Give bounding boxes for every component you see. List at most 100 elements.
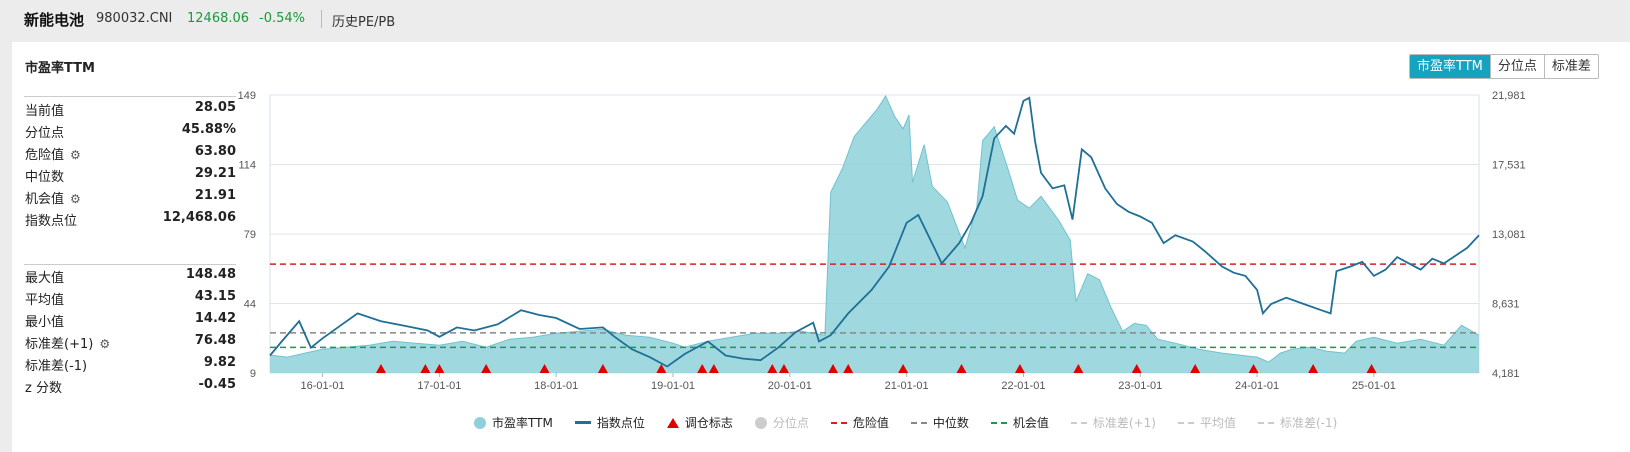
stat-row: 机会值 ⚙ 21.91 <box>24 185 236 207</box>
stat-value: 29.21 <box>194 166 236 181</box>
stat-value: 9.82 <box>203 355 236 370</box>
gear-icon[interactable]: ⚙ <box>70 148 81 162</box>
history-pe-pb-link[interactable]: 历史PE/PB <box>332 15 396 30</box>
y-left-tick-label: 114 <box>238 160 256 172</box>
stats-divider-bottom <box>24 264 236 265</box>
legend-item[interactable]: 机会值 <box>990 414 1049 431</box>
x-tick-label: 20-01-01 <box>768 380 812 392</box>
legend-dash-icon <box>990 421 1007 424</box>
stat-row: 危险值 ⚙ 63.80 <box>24 141 236 163</box>
legend-label: 平均值 <box>1199 416 1236 430</box>
rebalance-marker <box>767 364 778 373</box>
pe-ttm-chart[interactable]: 149 21,981 114 17,531 79 13,081 44 8,631 9 4,181 1… <box>12 42 1630 412</box>
stat-label: 最大值 <box>25 271 65 286</box>
stat-label: 平均值 <box>25 293 65 308</box>
stat-label: 中位数 <box>25 170 65 185</box>
rebalance-marker <box>1073 364 1084 373</box>
legend-line-icon <box>574 421 591 424</box>
y-right-tick-label: 13,081 <box>1492 229 1526 241</box>
legend-label: 机会值 <box>1012 416 1049 430</box>
legend-circle-icon <box>474 416 486 429</box>
y-right-tick-label: 4,181 <box>1492 368 1520 380</box>
rebalance-marker <box>708 364 719 373</box>
stat-value: 21.91 <box>194 188 236 203</box>
tab-pe-ttm[interactable]: 市盈率TTM <box>1410 55 1490 78</box>
legend-label: 市盈率TTM <box>492 416 553 430</box>
x-tick-label: 22-01-01 <box>1001 380 1045 392</box>
x-tick-label: 17-01-01 <box>417 380 461 392</box>
x-tick-label: 21-01-01 <box>885 380 929 392</box>
stat-label-text: 机会值 <box>25 192 65 207</box>
legend-dash-icon <box>1257 421 1274 424</box>
rebalance-marker <box>1014 364 1025 373</box>
legend-item[interactable]: 标准差(-1) <box>1257 414 1338 431</box>
x-tick-label: 18-01-01 <box>534 380 578 392</box>
stat-label: z 分数 <box>25 381 62 396</box>
x-tick-label: 24-01-01 <box>1235 380 1279 392</box>
rebalance-marker <box>898 364 909 373</box>
stat-row: 分位点 45.88% <box>24 119 236 141</box>
rebalance-marker <box>1366 364 1377 373</box>
legend-item[interactable]: 中位数 <box>910 414 969 431</box>
rebalance-marker <box>1308 364 1319 373</box>
stat-value: 148.48 <box>185 267 236 282</box>
legend-dash-icon <box>1070 421 1087 424</box>
stat-value: 12,468.06 <box>162 210 236 225</box>
index-change: -0.54% <box>259 11 305 26</box>
stat-value: 45.88% <box>181 122 236 137</box>
legend-item[interactable]: 调仓标志 <box>666 414 733 431</box>
stat-row: z 分数 -0.45 <box>24 374 236 396</box>
stat-label: 指数点位 <box>25 214 78 229</box>
legend-label: 标准差(+1) <box>1092 416 1156 430</box>
gear-icon[interactable]: ⚙ <box>70 192 81 206</box>
stat-value: 63.80 <box>194 144 236 159</box>
rebalance-marker <box>597 364 608 373</box>
tab-percentile[interactable]: 分位点 <box>1489 55 1544 78</box>
index-price: 12468.06 <box>187 11 250 26</box>
legend-label: 分位点 <box>772 416 809 430</box>
rebalance-marker <box>843 364 854 373</box>
rebalance-marker <box>434 364 445 373</box>
legend-item[interactable]: 危险值 <box>830 414 889 431</box>
legend-label: 标准差(-1) <box>1279 416 1338 430</box>
x-tick-label: 19-01-01 <box>651 380 695 392</box>
legend-item[interactable]: 指数点位 <box>574 414 645 431</box>
stat-label: 标准差(+1) ⚙ <box>25 333 110 352</box>
stat-value: 14.42 <box>194 311 236 326</box>
x-tick-label: 25-01-01 <box>1352 380 1396 392</box>
index-code: 980032.CNI <box>96 11 173 26</box>
legend-item[interactable]: 标准差(+1) <box>1070 414 1156 431</box>
stat-row: 标准差(+1) ⚙ 76.48 <box>24 330 236 352</box>
index-points-line <box>269 96 1480 368</box>
stat-label-text: 危险值 <box>25 148 65 163</box>
pe-ttm-area <box>270 96 1479 373</box>
legend-circle-icon <box>754 416 767 429</box>
stat-label: 危险值 ⚙ <box>25 144 81 163</box>
stat-row: 标准差(-1) 9.82 <box>24 352 236 374</box>
top-bar: 新能电池 980032.CNI 12468.06 -0.54% 历史PE/PB <box>0 0 1630 38</box>
stat-row: 指数点位 12,468.06 <box>24 207 236 229</box>
x-tick-label: 23-01-01 <box>1118 380 1162 392</box>
stats-history: 最大值 148.48 平均值 43.15 最小值 14.42 标准差(+1) ⚙ 76.4… <box>24 264 236 396</box>
stats-divider-top <box>24 96 236 97</box>
x-tick-label: 16-01-01 <box>301 380 345 392</box>
legend-item[interactable]: 市盈率TTM <box>474 414 553 431</box>
stat-label: 最小值 <box>25 315 65 330</box>
gear-icon[interactable]: ⚙ <box>99 337 111 351</box>
y-right-tick-label: 21,981 <box>1492 90 1526 102</box>
header-divider <box>321 10 322 28</box>
stat-label: 机会值 ⚙ <box>25 188 81 207</box>
rebalance-marker <box>1131 364 1142 373</box>
stat-label: 分位点 <box>25 126 65 141</box>
y-left-tick-label: 149 <box>238 90 256 102</box>
legend-item[interactable]: 平均值 <box>1177 414 1236 431</box>
stat-label: 标准差(-1) <box>25 359 88 374</box>
rebalance-marker <box>778 364 789 373</box>
metric-tabs: 市盈率TTM 分位点 标准差 <box>1409 54 1599 79</box>
y-left-tick-label: 44 <box>244 299 256 311</box>
chart-legend: 市盈率TTM 指数点位 调仓标志 分位点 危险值 中位数 机会值 标准差(+1) 平均值 标准差(… <box>474 414 1359 431</box>
tab-std-dev[interactable]: 标准差 <box>1543 55 1598 78</box>
legend-item[interactable]: 分位点 <box>754 414 809 431</box>
rebalance-marker <box>828 364 839 373</box>
stat-label-text: 标准差(+1) <box>25 337 94 352</box>
